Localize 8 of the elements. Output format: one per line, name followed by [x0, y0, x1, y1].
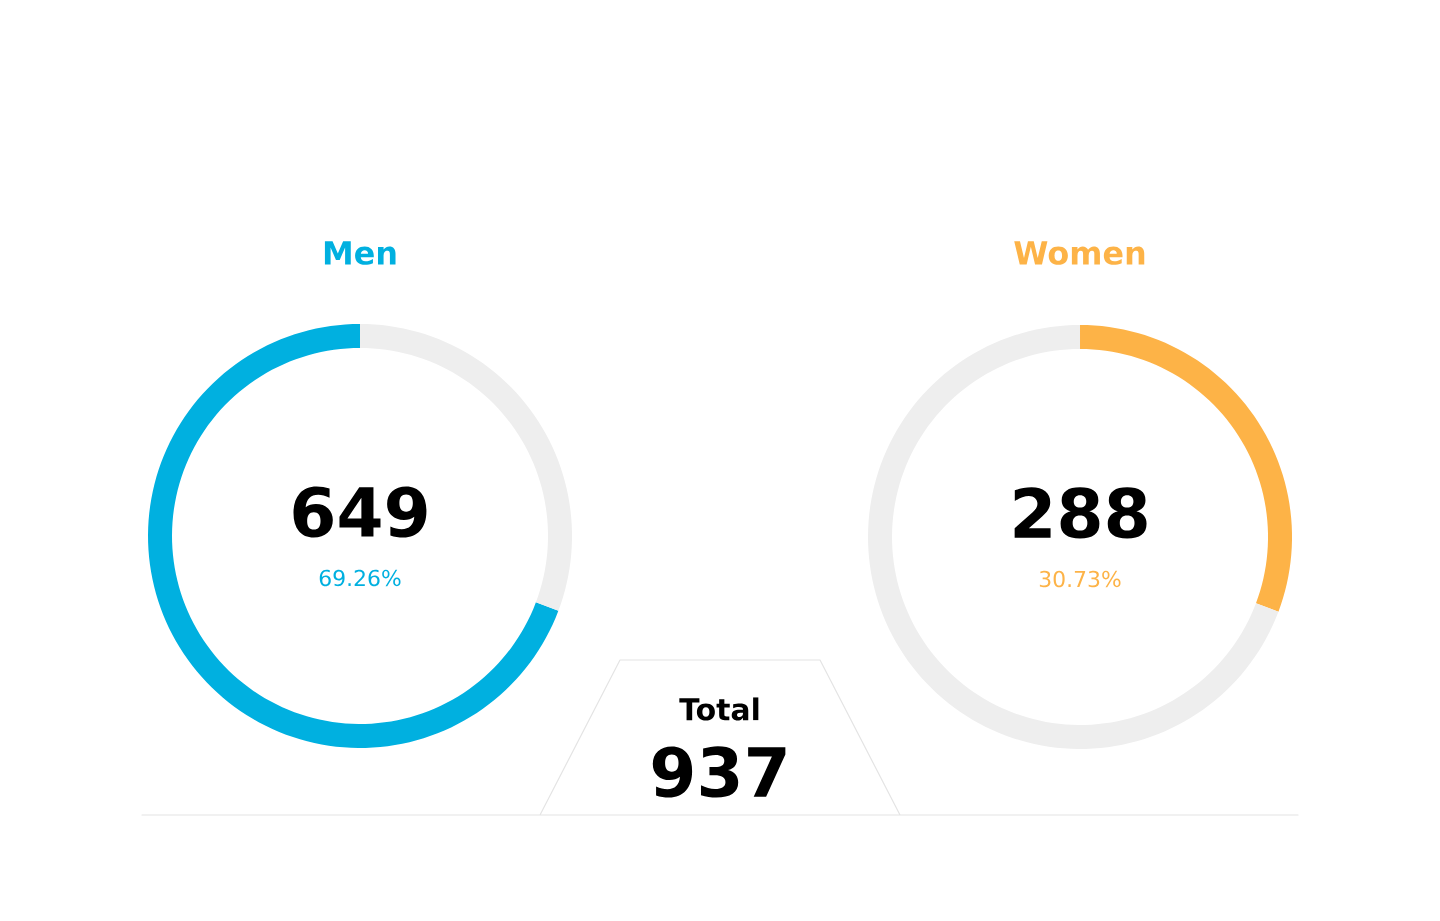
chart-title: Women — [1014, 241, 1145, 265]
text: Total — [679, 697, 759, 721]
text: 649 — [293, 486, 427, 538]
text: 937 — [652, 746, 786, 798]
text: 30.73% — [1039, 570, 1121, 588]
chart-title: Men — [324, 241, 396, 265]
text: 69.26% — [319, 569, 401, 587]
text: 288 — [1014, 487, 1147, 539]
